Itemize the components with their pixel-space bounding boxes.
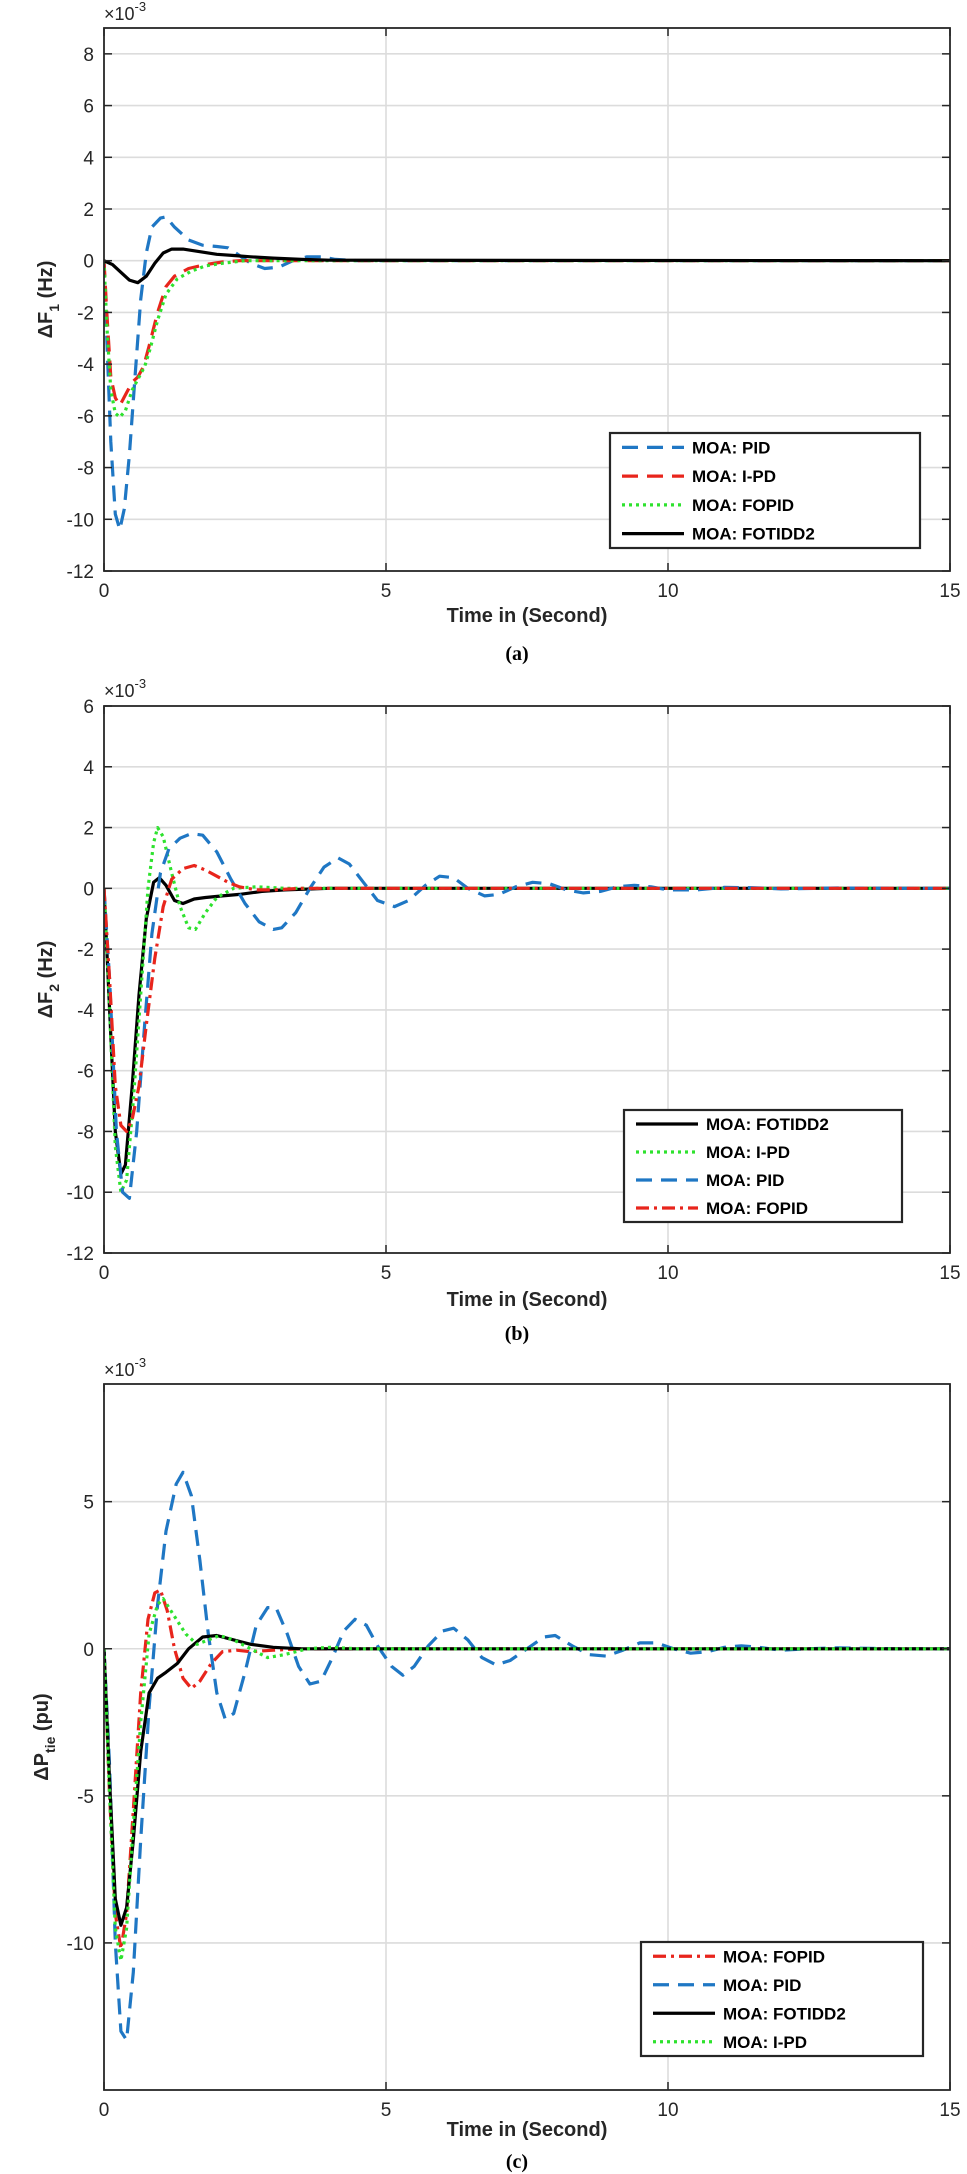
x-tick-label: 15 (939, 1263, 960, 1284)
y-tick-label: 0 (83, 1640, 94, 1661)
y-axis-label: ΔF1 (Hz) (35, 261, 62, 339)
y-tick-label: 0 (83, 252, 94, 273)
legend-entry: MOA: I-PD (723, 2033, 807, 2052)
legend-entry: MOA: FOPID (723, 1947, 825, 1966)
x-axis-label: Time in (Second) (447, 2119, 608, 2141)
x-tick-label: 0 (99, 581, 110, 602)
legend-box (622, 1108, 904, 1224)
y-tick-label: 4 (83, 758, 94, 779)
y-tick-label: 6 (83, 697, 94, 718)
series-line-fotidd2 (104, 876, 950, 1176)
y-axis-label: ΔPtie (pu) (31, 1693, 58, 1780)
series-line-pid (104, 832, 950, 1200)
y-exponent-label: ×10-3 (104, 1355, 146, 1380)
series-line-pid (104, 215, 950, 532)
legend-entry: MOA: PID (692, 438, 770, 457)
x-tick-label: 10 (657, 1263, 678, 1284)
legend-entry: MOA: FOTIDD2 (692, 525, 815, 544)
axes-box (103, 705, 951, 1254)
y-tick-label: -2 (77, 940, 94, 961)
x-tick-label: 10 (657, 2100, 678, 2121)
y-tick-label: -12 (67, 1244, 94, 1265)
y-tick-label: -12 (67, 562, 94, 583)
x-tick-label: 15 (939, 581, 960, 602)
axes-box (103, 27, 951, 572)
x-tick-label: 0 (99, 2100, 110, 2121)
y-tick-label: 5 (83, 1493, 94, 1514)
series-line-fopid (104, 1588, 950, 1951)
series-line-i-pd (104, 259, 950, 408)
series-line-fopid (104, 863, 950, 1133)
y-tick-label: 0 (83, 879, 94, 900)
x-tick-label: 15 (939, 2100, 960, 2121)
y-tick-label: 8 (83, 45, 94, 66)
y-exponent-label: ×10-3 (104, 0, 146, 24)
legend-entry: MOA: PID (723, 1976, 801, 1995)
x-axis-label: Time in (Second) (447, 605, 608, 627)
axes-box (103, 1383, 951, 2091)
y-tick-label: -8 (77, 1122, 94, 1143)
y-tick-label: -8 (77, 459, 94, 480)
x-tick-label: 10 (657, 581, 678, 602)
legend: MOA: PID MOA: I-PD MOA: FOPID MOA: FOTIDD2 (608, 431, 922, 550)
series-line-i-pd (104, 1597, 950, 1963)
series-line-fotidd2 (104, 1633, 950, 1927)
y-axis-label: ΔF2 (Hz) (35, 941, 62, 1019)
panel-caption: (c) (506, 2151, 528, 2173)
y-tick-label: -10 (67, 1183, 94, 1204)
legend-entry: MOA: FOTIDD2 (723, 2004, 846, 2023)
y-tick-label: 2 (83, 200, 94, 221)
series-line-fotidd2 (104, 247, 950, 285)
legend-entry: MOA: FOTIDD2 (706, 1115, 829, 1134)
legend-entry: MOA: FOPID (692, 496, 794, 515)
y-tick-label: -10 (67, 1934, 94, 1955)
y-tick-label: -10 (67, 510, 94, 531)
y-tick-label: -4 (77, 1001, 94, 1022)
legend-box (639, 1940, 925, 2058)
legend: MOA: FOTIDD2 MOA: I-PD MOA: PID MOA: FOPID (622, 1108, 904, 1224)
y-tick-label: -6 (77, 1062, 94, 1083)
y-tick-label: -2 (77, 303, 94, 324)
y-tick-label: -5 (77, 1787, 94, 1808)
y-tick-label: -6 (77, 407, 94, 428)
legend-box (608, 431, 922, 550)
x-tick-label: 5 (381, 581, 392, 602)
legend-entry: MOA: I-PD (706, 1143, 790, 1162)
legend: MOA: FOPID MOA: PID MOA: FOTIDD2 MOA: I-PD (639, 1940, 925, 2058)
x-tick-label: 5 (381, 1263, 392, 1284)
x-tick-label: 5 (381, 2100, 392, 2121)
x-tick-label: 0 (99, 1263, 110, 1284)
x-axis-label: Time in (Second) (447, 1289, 608, 1311)
legend-entry: MOA: FOPID (706, 1199, 808, 1218)
y-exponent-label: ×10-3 (104, 676, 146, 701)
y-tick-label: -4 (77, 355, 94, 376)
legend-entry: MOA: PID (706, 1171, 784, 1190)
chart-panel-a: 0 5 10 15 -12 -10 -8 -6 -4 -2 0 2 4 6 8 ×10-3 Time in (S… (35, 0, 961, 665)
legend-entry: MOA: I-PD (692, 467, 776, 486)
y-tick-label: 2 (83, 819, 94, 840)
chart-panel-b: 0 5 10 15 -12 -10 -8 -6 -4 -2 0 2 4 6 ×10-3 Time in (Se… (35, 676, 961, 1345)
panel-caption: (a) (505, 643, 528, 665)
y-tick-label: 4 (83, 148, 94, 169)
y-tick-label: 6 (83, 97, 94, 118)
series-line-fopid (104, 259, 950, 419)
panel-caption: (b) (505, 1323, 529, 1345)
chart-panel-c: 0 5 10 15 -10 -5 0 5 ×10-3 Time in (Second) ΔPtie … (31, 1355, 961, 2173)
